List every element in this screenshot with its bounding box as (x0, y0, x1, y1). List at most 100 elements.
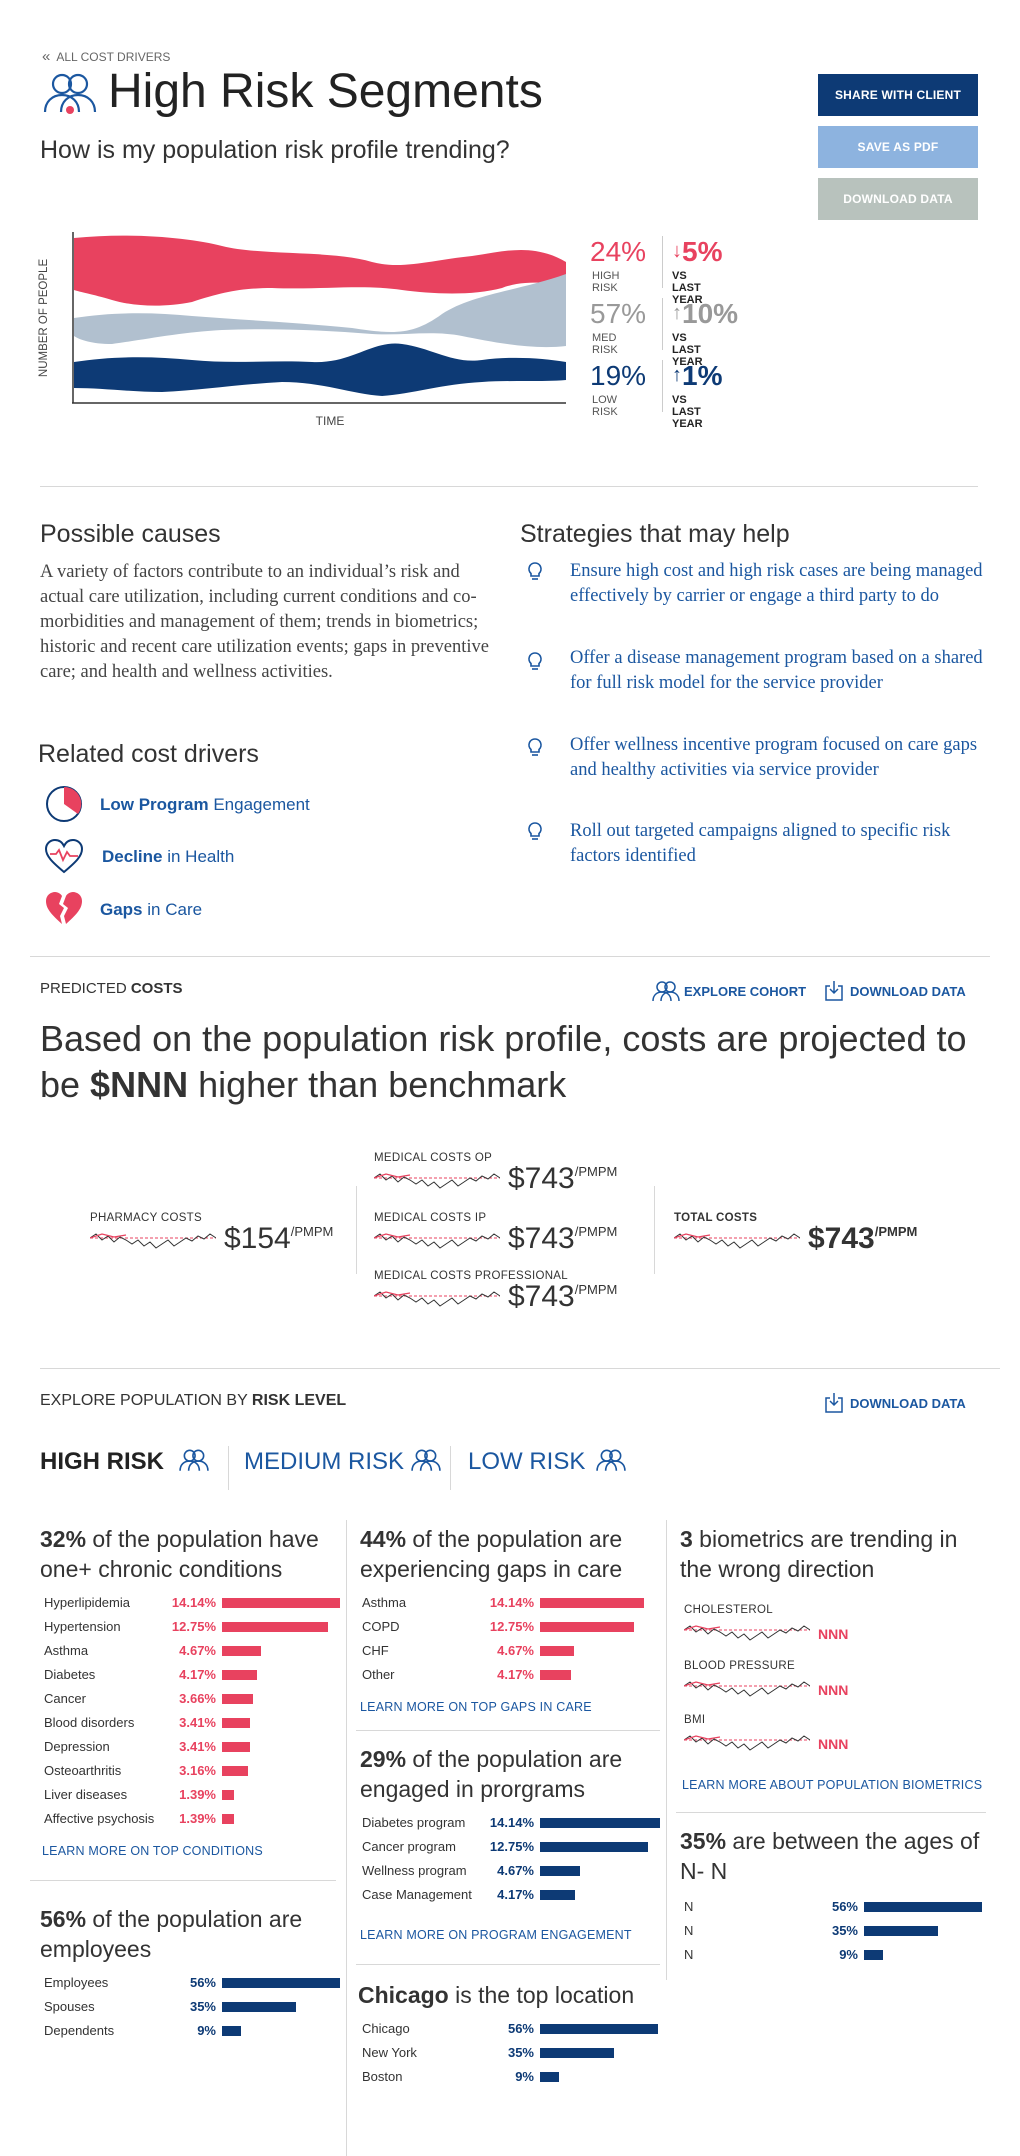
row-bar (222, 1742, 250, 1752)
gaps-in-care-title: 44% of the population are experiencing g… (360, 1526, 623, 1582)
row-value: 4.67% (179, 1643, 216, 1658)
age-range-title: 35% are between the ages of N- N (680, 1828, 980, 1884)
medical-ip-sparkline (374, 1233, 500, 1249)
divider (346, 1520, 347, 2156)
condition-row: Blood disorders 3.41% (44, 1714, 344, 1732)
condition-row: Hyperlipidemia 14.14% (44, 1594, 344, 1612)
program-row: Case Management 4.17% (362, 1886, 664, 1904)
row-label: N (684, 1923, 694, 1938)
page-subtitle: How is my population risk profile trendi… (40, 136, 510, 164)
row-value: 1.39% (179, 1811, 216, 1826)
row-value: 4.17% (497, 1887, 534, 1902)
row-bar (540, 1670, 571, 1680)
row-value: 4.67% (497, 1863, 534, 1878)
row-label: Case Management (362, 1887, 472, 1902)
row-label: Liver diseases (44, 1787, 128, 1802)
divider (30, 1880, 336, 1881)
related-low-program-engagement[interactable]: Low Program Engagement (100, 795, 310, 814)
row-bar (222, 2026, 241, 2036)
row-label: Osteoarthritis (44, 1763, 122, 1778)
row-label: Boston (362, 2069, 403, 2084)
learn-more-top-conditions-link[interactable]: LEARN MORE ON TOP CONDITIONS (42, 1844, 263, 1858)
row-bar (222, 1622, 328, 1632)
age-row: N 35% (684, 1922, 986, 1940)
row-label: Diabetes (44, 1667, 96, 1682)
arrow-down-icon: ↓ (672, 240, 682, 262)
share-with-client-button[interactable]: SHARE WITH CLIENT (818, 74, 978, 116)
row-value: 14.14% (171, 1595, 216, 1610)
high-risk-band (74, 235, 566, 306)
explore-population-label: EXPLORE POPULATION BY RISK LEVEL (40, 1392, 347, 1409)
row-bar (540, 1890, 575, 1900)
possible-causes-heading: Possible causes (40, 520, 221, 548)
biometrics-title: 3 biometrics are trending in the wrong d… (680, 1526, 958, 1582)
row-value: 3.41% (179, 1715, 216, 1730)
learn-more-program-engagement-link[interactable]: LEARN MORE ON PROGRAM ENGAGEMENT (360, 1928, 632, 1942)
care-gap-row: CHF 4.67% (362, 1642, 648, 1660)
strategies-heading: Strategies that may help (520, 520, 790, 548)
row-label: Blood disorders (44, 1715, 135, 1730)
low-risk-band (74, 343, 566, 396)
row-value: 12.75% (489, 1619, 534, 1634)
row-label: Asthma (362, 1595, 407, 1610)
row-bar (222, 1718, 250, 1728)
blood-pressure-sparkline (684, 1681, 810, 1697)
row-bar (540, 2024, 658, 2034)
divider (450, 1446, 451, 1490)
explore-cohort-link[interactable]: EXPLORE COHORT (652, 980, 806, 1002)
related-gaps-in-care[interactable]: Gaps in Care (100, 900, 203, 919)
row-label: Other (362, 1667, 395, 1682)
row-label: N (684, 1947, 694, 1962)
predicted-costs-headline: Based on the population risk profile, co… (40, 1018, 967, 1105)
learn-more-gaps-in-care-link[interactable]: LEARN MORE ON TOP GAPS IN CARE (360, 1700, 592, 1714)
save-as-pdf-button[interactable]: SAVE AS PDF (818, 126, 978, 168)
tab-high-risk[interactable]: HIGH RISK (40, 1448, 209, 1476)
row-label: New York (362, 2045, 417, 2060)
age-row: N 56% (684, 1898, 986, 1916)
care-gap-row: Asthma 14.14% (362, 1594, 648, 1612)
pharmacy-costs-value: $154/PMPM (224, 1222, 334, 1255)
row-bar (540, 2048, 614, 2058)
medical-costs-op-value: $743/PMPM (508, 1162, 618, 1195)
possible-causes-text: A variety of factors contribute to an in… (40, 562, 489, 682)
trend-chart-xlabel: TIME (315, 414, 345, 428)
condition-row: Depression 3.41% (44, 1738, 344, 1756)
divider (654, 1186, 655, 1274)
blood-pressure-value: NNN (818, 1682, 849, 1698)
row-value: 14.14% (489, 1815, 534, 1830)
breadcrumb[interactable]: «ALL COST DRIVERS (42, 48, 171, 65)
tab-low-risk[interactable]: LOW RISK (468, 1448, 626, 1476)
row-value: 3.41% (179, 1739, 216, 1754)
strategy-item: Offer a disease management program based… (570, 648, 983, 693)
care-gap-row: COPD 12.75% (362, 1618, 648, 1636)
predicted-costs-label: PREDICTED COSTS (40, 980, 183, 997)
location-row: Boston 9% (362, 2068, 662, 2086)
row-label: CHF (362, 1643, 389, 1658)
download-data-link[interactable]: DOWNLOAD DATA (824, 980, 966, 1002)
row-bar (222, 1694, 253, 1704)
download-data-button[interactable]: DOWNLOAD DATA (818, 178, 978, 220)
arrow-up-icon: ↑ (672, 364, 682, 386)
row-label: Diabetes program (362, 1815, 466, 1830)
strategy-item: Roll out targeted campaigns aligned to s… (570, 821, 951, 866)
total-costs-label: TOTAL COSTS (674, 1212, 758, 1224)
member-type-row: Dependents 9% (44, 2022, 344, 2040)
bmi-value: NNN (818, 1736, 849, 1752)
row-bar (222, 1790, 234, 1800)
row-label: Spouses (44, 1999, 95, 2014)
download-data-link[interactable]: DOWNLOAD DATA (824, 1392, 966, 1414)
divider (356, 1186, 357, 1274)
row-label: Depression (44, 1739, 110, 1754)
learn-more-biometrics-link[interactable]: LEARN MORE ABOUT POPULATION BIOMETRICS (682, 1778, 983, 1792)
related-decline-in-health[interactable]: Decline in Health (102, 847, 235, 866)
medical-costs-ip-value: $743/PMPM (508, 1222, 618, 1255)
row-value: 56% (507, 2021, 534, 2036)
row-value: 12.75% (171, 1619, 216, 1634)
divider (356, 1730, 660, 1731)
condition-row: Asthma 4.67% (44, 1642, 344, 1660)
row-value: 35% (189, 1999, 216, 2014)
tab-medium-risk[interactable]: MEDIUM RISK (244, 1448, 441, 1476)
age-row: N 9% (684, 1946, 986, 1964)
condition-row: Osteoarthritis 3.16% (44, 1762, 344, 1780)
heart-pulse-icon (44, 838, 84, 874)
